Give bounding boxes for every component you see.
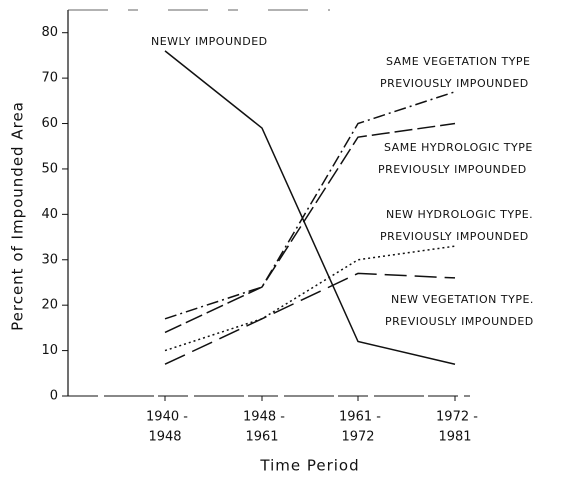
- series-label: NEW HYDROLOGIC TYPE.: [386, 208, 533, 221]
- y-tick-label: 80: [41, 25, 58, 40]
- line: [164, 50, 456, 365]
- series-label: SAME HYDROLOGIC TYPE: [384, 141, 533, 154]
- x-tick-label: 1972 -: [436, 410, 478, 425]
- line: [164, 245, 456, 352]
- y-tick-label: 10: [41, 343, 58, 358]
- x-tick-label: 1940 -: [146, 410, 188, 425]
- x-tick-label: 1948 -: [243, 410, 285, 425]
- y-tick-label: 70: [41, 71, 58, 86]
- x-tick-label: 1948: [148, 430, 181, 445]
- y-axis-label: Percent of Impounded Area: [9, 101, 27, 331]
- y-tick-label: 20: [41, 298, 58, 313]
- series-label: NEW VEGETATION TYPE.: [391, 293, 534, 306]
- series-label: PREVIOUSLY IMPOUNDED: [380, 230, 529, 243]
- x-axis-label: Time Period: [259, 457, 359, 475]
- x-tick-label: 1961 -: [339, 410, 381, 425]
- line: [164, 272, 456, 365]
- line: [164, 122, 456, 334]
- x-tick-label: 1972: [341, 430, 374, 445]
- x-tick-label: 1961: [245, 430, 278, 445]
- series-label: PREVIOUSLY IMPOUNDED: [385, 315, 534, 328]
- series-label: NEWLY IMPOUNDED: [151, 35, 268, 48]
- y-tick-label: 60: [41, 116, 58, 131]
- x-tick-label: 1981: [438, 430, 471, 445]
- series-label: PREVIOUSLY IMPOUNDED: [380, 77, 529, 90]
- y-tick-label: 30: [41, 252, 58, 267]
- y-tick-label: 0: [50, 389, 58, 404]
- series-label: PREVIOUSLY IMPOUNDED: [378, 163, 527, 176]
- y-tick-label: 40: [41, 207, 58, 222]
- line: [164, 91, 456, 320]
- y-tick-label: 50: [41, 161, 58, 176]
- series-label: SAME VEGETATION TYPE: [386, 55, 531, 68]
